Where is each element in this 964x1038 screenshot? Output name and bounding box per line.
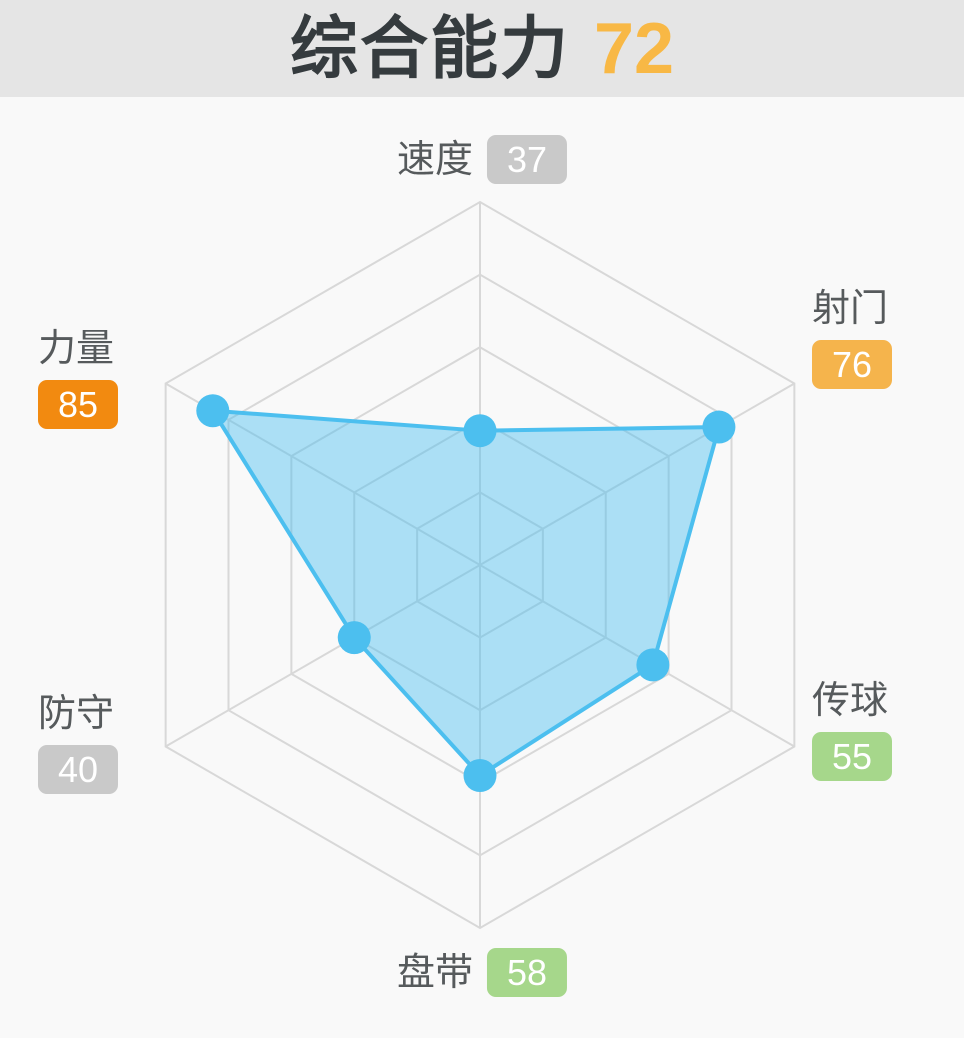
stat-speed: 速度 37 <box>396 135 568 185</box>
stat-defense: 防守 40 <box>38 693 119 795</box>
data-point <box>702 410 736 444</box>
data-point <box>463 414 497 448</box>
header: 综合能力 72 <box>0 0 964 97</box>
stat-label: 防守 <box>38 693 115 735</box>
axis-spoke <box>479 564 795 748</box>
data-polygon <box>210 408 721 778</box>
stat-strength: 力量 85 <box>38 328 119 430</box>
axis-spoke <box>165 564 481 748</box>
stat-shooting: 射门 76 <box>812 288 893 390</box>
stat-value-badge: 76 <box>812 340 893 390</box>
radar-chart <box>164 200 796 930</box>
stat-dribbling: 盘带 58 <box>396 948 568 998</box>
data-point <box>463 759 497 793</box>
stat-value-badge: 55 <box>812 732 893 782</box>
stat-value-badge: 40 <box>38 745 119 795</box>
stat-label: 盘带 <box>396 951 473 994</box>
stat-label: 速度 <box>396 138 473 181</box>
stat-value-badge: 37 <box>486 135 568 185</box>
data-point <box>636 648 670 682</box>
radar-chart-area: 速度 37 射门 76 传球 55 盘带 58 防守 40 力量 85 <box>0 97 964 1038</box>
stat-label: 力量 <box>38 328 115 370</box>
stat-label: 射门 <box>812 288 889 330</box>
data-point <box>196 394 230 428</box>
overall-score: 72 <box>593 8 675 89</box>
stat-value-badge: 58 <box>486 948 568 998</box>
stat-passing: 传球 55 <box>812 680 893 782</box>
stat-value-badge: 85 <box>38 380 119 430</box>
page-title: 综合能力 <box>289 10 570 87</box>
axis-spoke <box>479 382 795 566</box>
data-point <box>337 621 371 655</box>
stat-label: 传球 <box>812 680 889 722</box>
